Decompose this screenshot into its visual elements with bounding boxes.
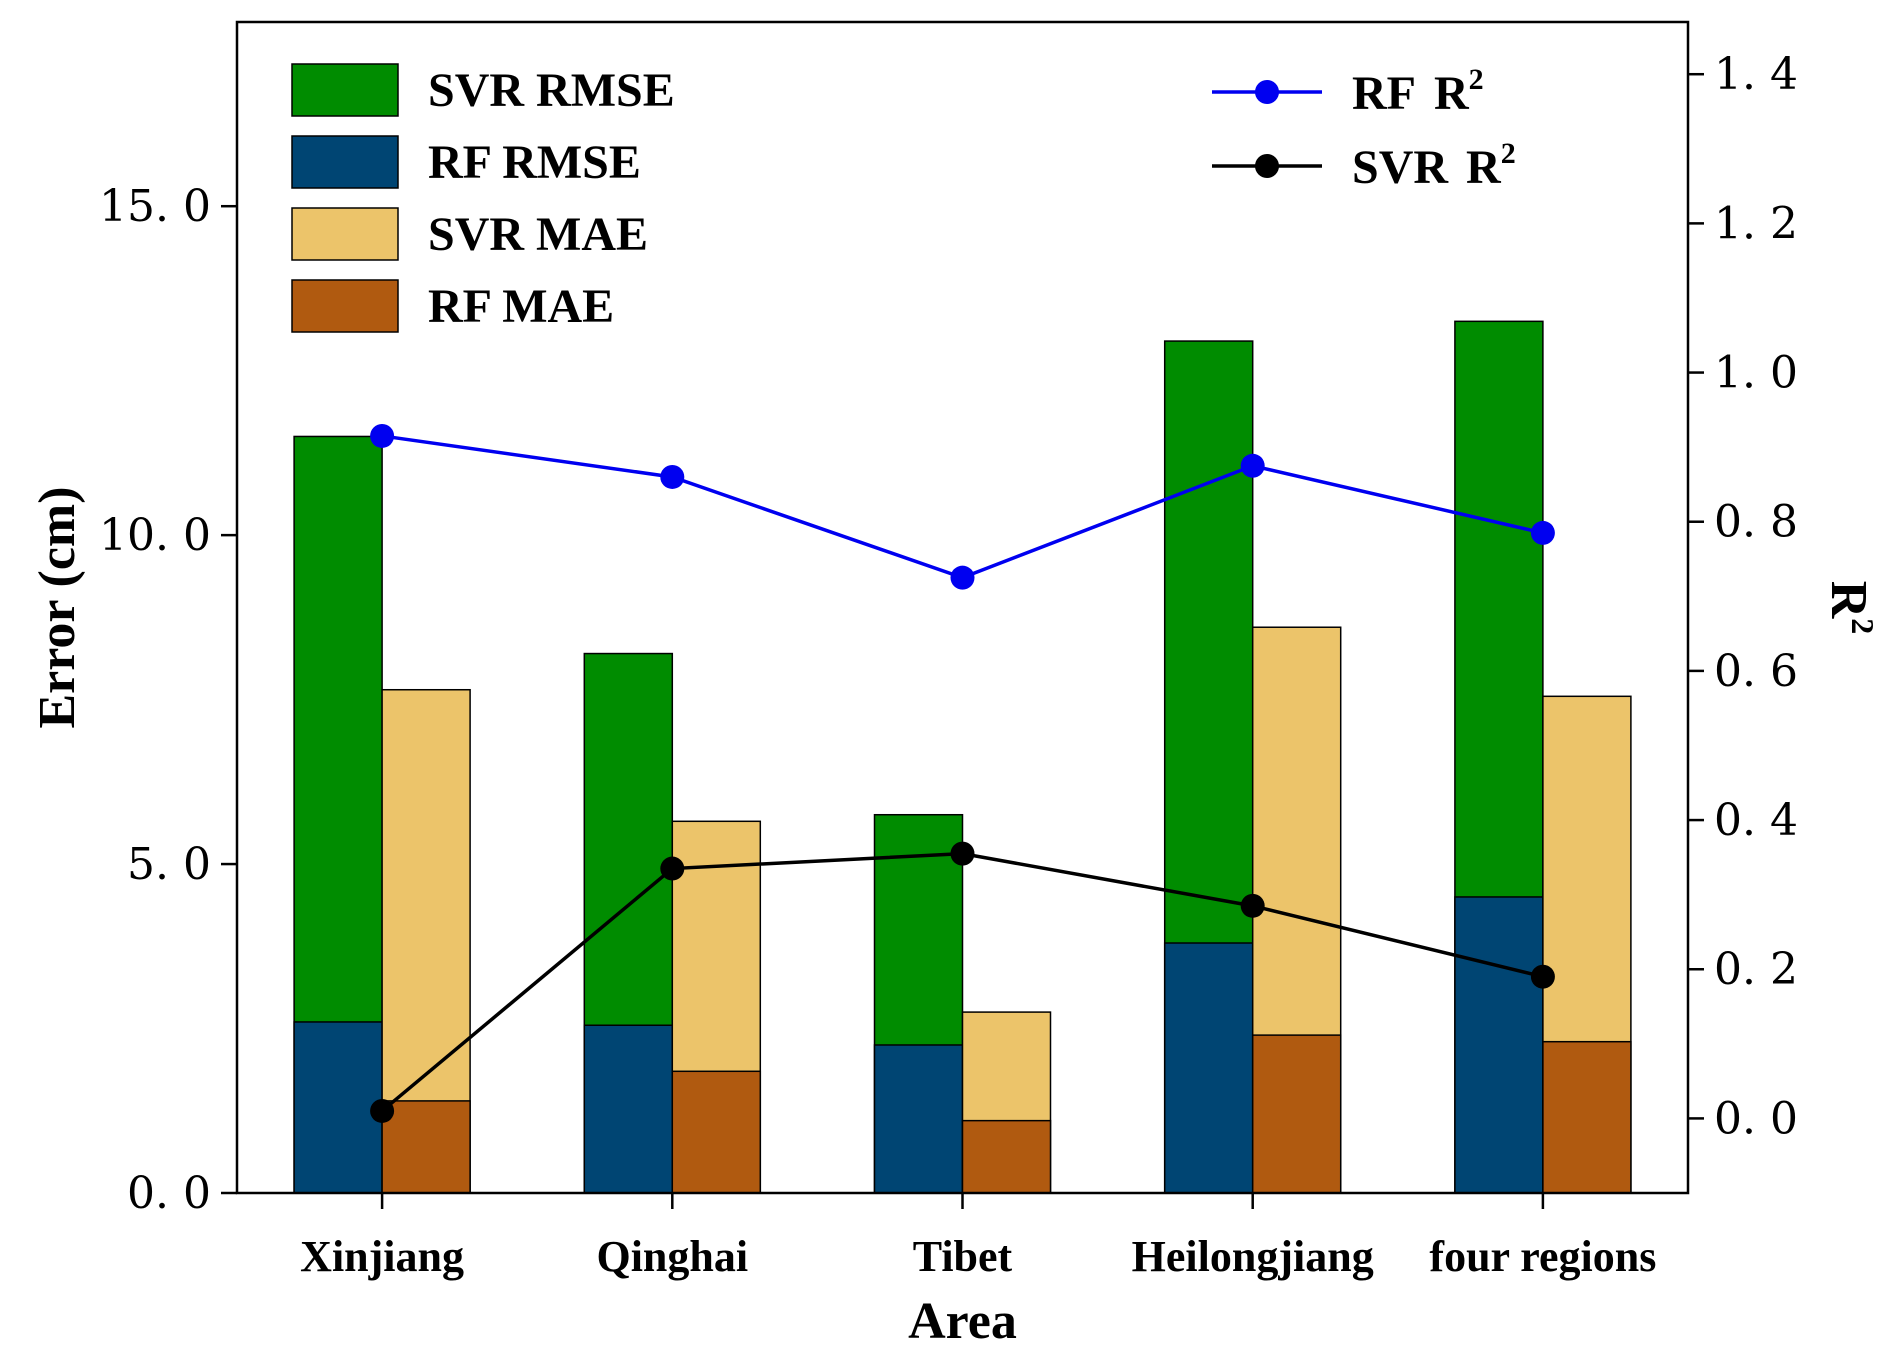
x-tick-label: Heilongjiang bbox=[1132, 1232, 1374, 1281]
legend-label-0: SVR RMSE bbox=[428, 64, 675, 117]
legend-line-label-1: SVR R2 bbox=[1352, 137, 1516, 194]
y-tick-label: 15. 0 bbox=[99, 181, 211, 232]
bar-mae-series3-4 bbox=[1542, 1040, 1632, 1194]
y-tick-label: 5. 0 bbox=[127, 839, 211, 890]
y-axis-title: Error (cm) bbox=[29, 486, 86, 728]
y2-axis-title: R2 bbox=[1820, 581, 1881, 635]
point-rf-r2-0 bbox=[370, 423, 395, 448]
point-svr-r2-0 bbox=[370, 1098, 395, 1123]
bar-mae-series3-1 bbox=[671, 1070, 762, 1194]
point-rf-r2-4 bbox=[1530, 520, 1555, 545]
legend-line-label-sup: 2 bbox=[1469, 63, 1484, 96]
legend-line-label-sup: 2 bbox=[1501, 137, 1516, 170]
point-svr-r2-4 bbox=[1530, 964, 1555, 989]
point-svr-r2-3 bbox=[1240, 893, 1265, 918]
legend-swatch-1 bbox=[291, 135, 399, 189]
bar-rmse-series1-1 bbox=[583, 1024, 674, 1194]
point-svr-r2-2 bbox=[950, 841, 975, 866]
x-axis-title: Area bbox=[908, 1293, 1017, 1350]
bar-rmse-series1-0 bbox=[293, 1021, 383, 1194]
legend-line-label-name: SVR bbox=[1352, 141, 1449, 194]
y2-tick-label: 1. 0 bbox=[1714, 348, 1798, 399]
y-tick-label: 10. 0 bbox=[99, 510, 211, 561]
legend-swatch-3 bbox=[291, 279, 399, 333]
point-rf-r2-1 bbox=[660, 464, 685, 489]
bar-mae-series3-0 bbox=[381, 1100, 471, 1194]
bar-rmse-series1-3 bbox=[1163, 942, 1254, 1194]
legend-line-label-0: RF R2 bbox=[1352, 63, 1484, 120]
legend-label-3: RF MAE bbox=[428, 280, 614, 333]
y2-tick-label: 0. 8 bbox=[1714, 497, 1798, 548]
legend-line-label-r: R bbox=[1466, 141, 1502, 194]
bar-rmse-series1-2 bbox=[873, 1044, 964, 1194]
point-svr-r2-1 bbox=[660, 856, 685, 881]
y2-axis-title-sup: 2 bbox=[1845, 618, 1881, 634]
legend-marker-0 bbox=[1255, 80, 1279, 104]
y-tick-label: 0. 0 bbox=[127, 1168, 211, 1219]
bar-mae-series3-2 bbox=[961, 1119, 1052, 1194]
y2-tick-label: 0. 4 bbox=[1714, 795, 1798, 846]
x-tick-label: Xinjiang bbox=[300, 1232, 464, 1281]
legend-line-label-name: RF bbox=[1352, 67, 1416, 120]
y2-tick-label: 0. 2 bbox=[1714, 944, 1798, 995]
legend-line-label-r: R bbox=[1434, 67, 1470, 120]
x-tick-label: Qinghai bbox=[596, 1232, 748, 1281]
y2-tick-label: 0. 0 bbox=[1714, 1093, 1798, 1144]
bar-rmse-series1-4 bbox=[1454, 896, 1544, 1194]
y2-tick-label: 1. 2 bbox=[1714, 198, 1798, 249]
axes-layer: 0. 0 5. 0 10. 0 15. 0 0. 0 0. 2 0. 4 0. 6 0. 8 1.… bbox=[29, 20, 1881, 1350]
legend-swatch-2 bbox=[291, 207, 399, 261]
line-rf-r2 bbox=[381, 434, 1544, 580]
point-rf-r2-2 bbox=[950, 565, 975, 590]
y2-tick-label: 1. 4 bbox=[1714, 49, 1798, 100]
lines-layer bbox=[370, 423, 1555, 1123]
bars-layer bbox=[293, 320, 1632, 1194]
x-tick-label: Tibet bbox=[913, 1232, 1013, 1281]
legend-swatch-0 bbox=[291, 63, 399, 117]
legend-marker-1 bbox=[1255, 154, 1279, 178]
legend-label-1: RF RMSE bbox=[428, 136, 641, 189]
bar-mae-series3-3 bbox=[1251, 1034, 1342, 1194]
legend-label-2: SVR MAE bbox=[428, 208, 648, 261]
y2-axis-title-base: R bbox=[1820, 581, 1877, 620]
point-rf-r2-3 bbox=[1240, 453, 1265, 478]
y2-tick-label: 0. 6 bbox=[1714, 646, 1798, 697]
x-tick-label: four regions bbox=[1429, 1232, 1656, 1281]
